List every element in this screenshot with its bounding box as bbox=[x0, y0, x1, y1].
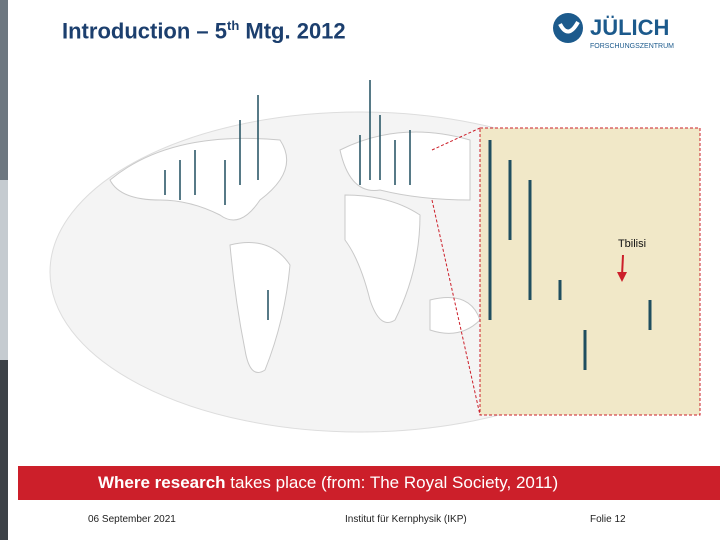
logo: JÜLICH FORSCHUNGSZENTRUM bbox=[553, 13, 674, 50]
logo-name: JÜLICH bbox=[590, 15, 669, 40]
caption: Where research takes place (from: The Ro… bbox=[18, 466, 720, 500]
footer-institute: Institut für Kernphysik (IKP) bbox=[345, 514, 467, 525]
side-bar bbox=[0, 180, 8, 360]
map-label: Tbilisi bbox=[618, 238, 646, 250]
map: Tbilisi bbox=[49, 80, 701, 433]
slide-title: Introduction – 5th Mtg. 2012 bbox=[62, 18, 346, 44]
logo-sub: FORSCHUNGSZENTRUM bbox=[590, 43, 674, 50]
side-bar bbox=[0, 360, 8, 540]
footer-date: 06 September 2021 bbox=[88, 514, 176, 525]
footer-slide: Folie 12 bbox=[590, 514, 626, 525]
side-bar bbox=[0, 0, 8, 180]
